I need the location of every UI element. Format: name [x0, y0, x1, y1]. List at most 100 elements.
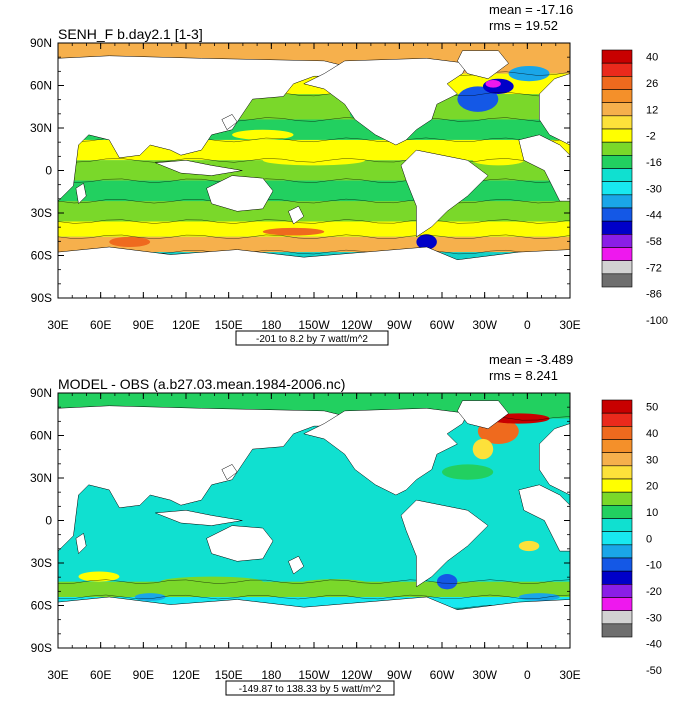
colorbar-swatch	[601, 478, 633, 493]
field-feature	[472, 155, 524, 166]
field-feature	[485, 79, 501, 88]
colorbar-label: -16	[646, 157, 662, 169]
colorbar-swatch	[601, 518, 633, 532]
lon-label: 90W	[387, 318, 412, 332]
colorbar-swatch	[601, 141, 633, 156]
colorbar-label: 26	[646, 78, 658, 90]
land-mass	[288, 205, 305, 225]
colorbar-swatch	[601, 247, 633, 261]
colorbar-swatch	[601, 570, 633, 585]
land-mass	[457, 50, 509, 79]
land-mass	[75, 532, 87, 555]
land-mass	[221, 464, 238, 481]
colorbar-swatch	[601, 62, 633, 77]
lon-label: 150W	[298, 318, 330, 332]
field-feature	[160, 576, 263, 587]
axis-ticks	[57, 42, 571, 299]
land-mass	[303, 408, 468, 496]
range-caption: -149.87 to 138.33 by 5 watt/m^2	[239, 684, 382, 695]
colorbar-label: -86	[646, 289, 662, 301]
land-mass	[75, 182, 87, 205]
lon-label: 150W	[298, 668, 330, 682]
lon-label: 30E	[47, 318, 68, 332]
panel-title: SENH_F b.day2.1 [1-3]	[58, 26, 203, 42]
land-mass	[58, 596, 570, 648]
lat-label: 90S	[31, 291, 52, 305]
contour-line	[58, 594, 570, 600]
lon-label: 30E	[47, 668, 68, 682]
colorbar-label: 40	[646, 52, 658, 64]
contour-line	[58, 219, 570, 224]
colorbar-swatch	[601, 207, 633, 222]
land-mass	[206, 175, 274, 212]
colorbar: 40 26 12 -2 -16 -30 -44 -58 -72 -86 -100	[601, 49, 668, 327]
field-feature	[109, 236, 151, 247]
colorbar-swatch	[601, 260, 633, 275]
lat-label: 90N	[30, 36, 52, 50]
rms-value: rms = 19.52	[489, 18, 558, 33]
contour-line	[58, 158, 570, 163]
colorbar-swatch	[601, 584, 633, 598]
lon-label: 120E	[172, 668, 200, 682]
field-feature	[472, 438, 494, 460]
field-band	[58, 180, 570, 202]
field-feature	[416, 234, 437, 250]
colorbar-label: 50	[646, 402, 658, 414]
contour-line	[58, 579, 570, 584]
lon-label: 120W	[341, 318, 373, 332]
land-mass	[539, 73, 570, 146]
field-feature	[262, 227, 325, 236]
field-band	[58, 597, 570, 608]
colorbar-swatch	[601, 181, 633, 196]
lat-label: 0	[45, 514, 52, 528]
colorbar-swatch	[601, 168, 633, 182]
field-feature	[518, 593, 560, 601]
lat-label: 30N	[30, 471, 52, 485]
panel-1: SENH_F b.day2.1 [1-3] mean = -17.16 rms …	[30, 2, 668, 346]
colorbar-swatch	[601, 597, 633, 611]
field-feature	[442, 464, 494, 480]
land-mass	[518, 484, 570, 552]
colorbar-swatch	[601, 399, 633, 414]
mean-value: mean = -3.489	[489, 352, 573, 367]
colorbar-swatch	[601, 465, 633, 480]
field-feature	[508, 65, 550, 82]
land-mass	[155, 510, 243, 526]
lat-label: 60N	[30, 79, 52, 93]
colorbar-swatch	[601, 531, 633, 546]
colorbar-swatch	[601, 102, 633, 117]
colorbar-label: -20	[646, 586, 662, 598]
lon-label: 60E	[90, 318, 111, 332]
map-plot	[57, 42, 571, 299]
colorbar-label: -40	[646, 639, 662, 651]
lat-label: 90S	[31, 641, 52, 655]
lon-label: 30E	[559, 318, 580, 332]
land-mass	[457, 400, 509, 429]
lat-label: 30S	[31, 206, 52, 220]
colorbar-label: -72	[646, 262, 662, 274]
colorbar-label: 40	[646, 428, 658, 440]
colorbar-swatch	[601, 557, 633, 572]
field-feature	[518, 540, 540, 552]
colorbar-swatch	[601, 76, 633, 90]
land-mass	[155, 160, 243, 176]
colorbar-label: -30	[646, 183, 662, 195]
lon-label: 90E	[133, 318, 154, 332]
colorbar-swatch	[601, 439, 633, 453]
lon-label: 120E	[172, 318, 200, 332]
land-mass	[58, 246, 570, 298]
colorbar: 50 40 30 20 10 0 -10 -20 -30 -40 -50	[601, 399, 662, 677]
colorbar-label: 12	[646, 104, 658, 116]
colorbar-swatch	[601, 505, 633, 519]
colorbar-swatch	[601, 49, 633, 64]
field-feature	[232, 129, 294, 140]
land-mass	[303, 58, 468, 146]
field-feature	[78, 571, 120, 582]
lat-label: 90N	[30, 386, 52, 400]
lon-label: 150E	[215, 668, 243, 682]
lon-label: 90W	[387, 668, 412, 682]
latitude-axis: 90N 60N 30N 0 30S 60S 90S	[30, 386, 52, 655]
lon-label: 180	[261, 668, 281, 682]
